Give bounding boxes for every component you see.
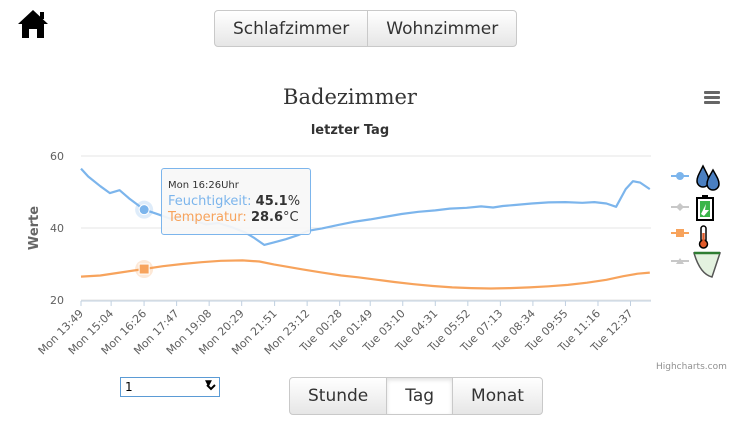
count-select[interactable]: 1: [120, 377, 220, 397]
hover-point-humidity: [138, 204, 150, 216]
y-tick-label: 20: [50, 294, 64, 307]
y-axis-title: Werte: [27, 206, 42, 250]
tooltip-humidity-label: Feuchtigkeit: [168, 194, 248, 209]
range-button-monat[interactable]: Monat: [471, 386, 524, 406]
chart-title: Badezimmer: [283, 85, 417, 109]
funnel-icon: [693, 251, 722, 278]
room-button-schlafzimmer[interactable]: Schlafzimmer: [215, 11, 369, 46]
tooltip-humidity-unit: %: [287, 194, 301, 209]
y-tick-label: 40: [50, 222, 64, 235]
highcharts-credits[interactable]: Highcharts.com: [656, 362, 727, 372]
legend-item-funnel[interactable]: [671, 251, 722, 278]
chart-tooltip: Mon 16:26Uhr Feuchtigkeit: 45.1% Tempera…: [161, 168, 311, 235]
tooltip-humidity-row: Feuchtigkeit: 45.1%: [168, 194, 301, 209]
tooltip-temperature-label: Temperatur: [168, 210, 243, 225]
home-icon[interactable]: [16, 8, 50, 40]
range-button-stunde[interactable]: Stunde: [290, 378, 388, 414]
thermometer-icon: [698, 225, 709, 249]
series-line-temperatur: [80, 259, 650, 290]
tooltip-temperature-unit: °C: [283, 210, 299, 225]
battery-icon: [696, 195, 714, 221]
y-axis: 20 40 60 Werte: [27, 150, 64, 307]
chart-subtitle: letzter Tag: [310, 123, 390, 138]
legend-item-temperature[interactable]: [671, 225, 709, 249]
range-selector: Stunde Tag Monat: [289, 377, 543, 415]
chart-menu-icon[interactable]: [704, 91, 720, 104]
tooltip-humidity-value: 45.1: [255, 194, 288, 209]
hover-point-temperature: [138, 263, 150, 275]
tooltip-temperature-row: Temperatur: 28.6°C: [168, 210, 299, 225]
room-button-wohnzimmer[interactable]: Wohnzimmer: [386, 18, 499, 39]
hover-markers: [135, 200, 154, 279]
humidity-drops-icon: [696, 164, 720, 191]
range-button-tag[interactable]: Tag: [387, 378, 454, 414]
legend: [671, 164, 722, 278]
y-tick-label: 60: [50, 150, 64, 163]
legend-item-humidity[interactable]: [671, 164, 720, 191]
tooltip-header: Mon 16:26Uhr: [168, 180, 239, 191]
legend-item-battery[interactable]: [671, 195, 714, 221]
tooltip-temperature-value: 28.6: [250, 210, 284, 225]
room-selector: Schlafzimmer Wohnzimmer: [214, 10, 518, 47]
